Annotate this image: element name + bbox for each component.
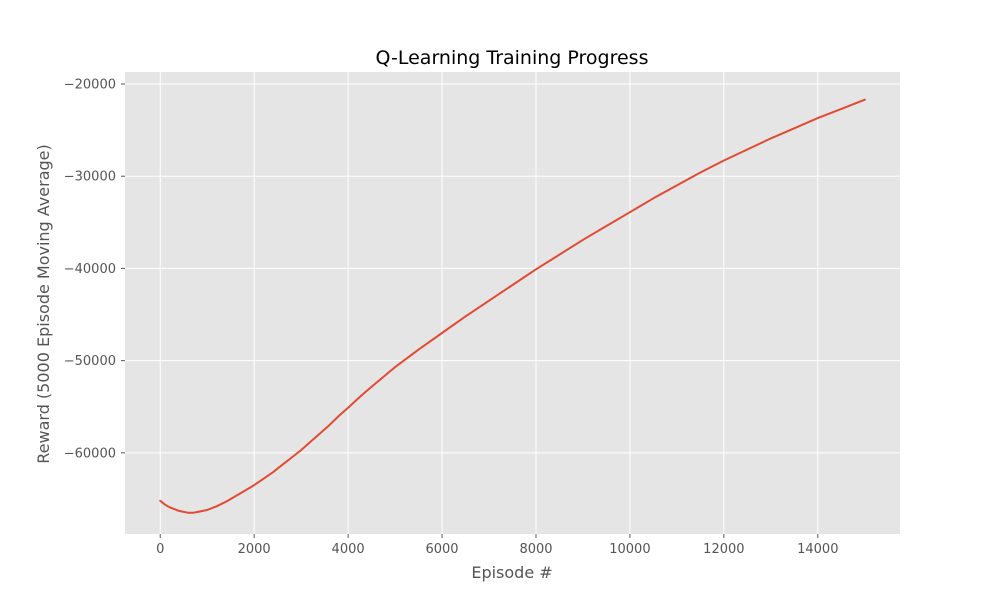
- chart-title: Q-Learning Training Progress: [376, 47, 649, 69]
- y-tick-label: −60000: [64, 446, 116, 461]
- y-tick-label: −30000: [64, 170, 116, 185]
- plot-area: [125, 72, 900, 534]
- series-line: [159, 98, 866, 514]
- x-tick-label: 6000: [425, 542, 458, 557]
- series-layer: [159, 98, 866, 514]
- x-tick-label: 14000: [797, 542, 838, 557]
- x-tick-label: 4000: [332, 542, 365, 557]
- x-tick-label: 8000: [519, 542, 552, 557]
- x-tick-label: 2000: [238, 542, 271, 557]
- x-axis-ticks: 0 2000 4000 6000 8000 10000 12000 14000: [156, 534, 838, 557]
- y-axis-label: Reward (5000 Episode Moving Average): [34, 144, 53, 463]
- grid-lines: [125, 72, 900, 534]
- y-tick-label: −20000: [64, 77, 116, 92]
- y-tick-label: −40000: [64, 262, 116, 277]
- x-axis-label: Episode #: [471, 563, 552, 582]
- x-tick-label: 12000: [703, 542, 744, 557]
- y-axis-ticks: −60000 −50000 −40000 −30000 −20000: [64, 77, 125, 461]
- x-tick-label: 10000: [609, 542, 650, 557]
- y-tick-label: −50000: [64, 354, 116, 369]
- x-tick-label: 0: [156, 542, 164, 557]
